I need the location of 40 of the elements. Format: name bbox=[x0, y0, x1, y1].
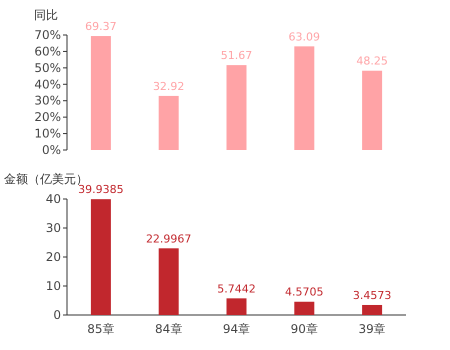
y-tick-label: 40% bbox=[34, 77, 61, 92]
bar bbox=[158, 248, 179, 315]
bar bbox=[294, 302, 314, 315]
x-tick-label: 85章 bbox=[87, 322, 115, 336]
y-tick-label: 10% bbox=[34, 126, 61, 141]
y-axis-title: 同比 bbox=[34, 8, 58, 22]
y-tick-label: 50% bbox=[34, 60, 61, 75]
y-tick-label: 60% bbox=[34, 44, 61, 58]
bar bbox=[226, 298, 246, 315]
x-tick-label: 84章 bbox=[155, 322, 182, 336]
y-tick-label: 40 bbox=[46, 192, 61, 206]
data-label: 51.67 bbox=[220, 49, 252, 62]
bar bbox=[90, 199, 111, 315]
y-tick-label: 20 bbox=[46, 250, 61, 264]
x-tick-label: 90章 bbox=[290, 322, 318, 336]
x-tick-label: 94章 bbox=[222, 322, 250, 336]
y-tick-label: 10 bbox=[46, 279, 61, 293]
bar bbox=[294, 46, 314, 150]
data-label: 4.5705 bbox=[285, 286, 324, 299]
y-axis-title: 金额（亿美元） bbox=[4, 172, 88, 186]
bar bbox=[90, 36, 111, 150]
y-tick-label: 30 bbox=[46, 221, 61, 235]
bar bbox=[226, 65, 246, 150]
bar bbox=[362, 70, 382, 150]
data-label: 32.92 bbox=[152, 80, 184, 93]
y-tick-label: 0% bbox=[42, 143, 61, 157]
y-tick-label: 20% bbox=[34, 110, 61, 124]
data-label: 39.9385 bbox=[78, 183, 124, 196]
bar bbox=[362, 304, 382, 315]
bar bbox=[158, 96, 179, 150]
data-label: 3.4573 bbox=[352, 288, 392, 302]
data-label: 22.9967 bbox=[146, 232, 192, 246]
data-label: 48.25 bbox=[356, 54, 388, 68]
data-label: 5.7442 bbox=[217, 282, 256, 296]
data-label: 63.09 bbox=[288, 30, 320, 44]
y-tick-label: 0 bbox=[53, 308, 61, 322]
y-tick-label: 70% bbox=[34, 28, 61, 42]
data-label: 69.37 bbox=[85, 20, 117, 34]
x-tick-label: 39章 bbox=[358, 322, 386, 336]
y-tick-label: 30% bbox=[34, 94, 61, 108]
